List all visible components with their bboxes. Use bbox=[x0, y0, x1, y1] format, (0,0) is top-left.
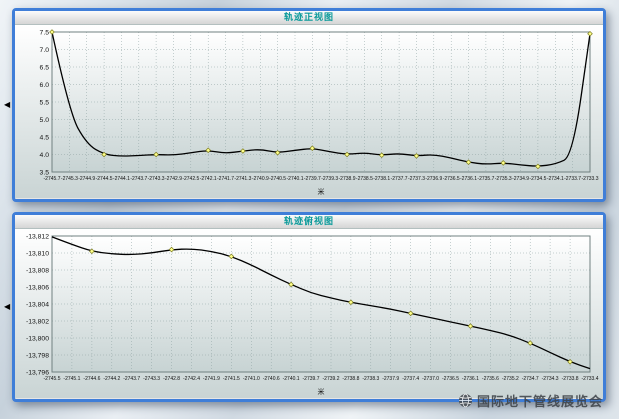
svg-text:-13,800: -13,800 bbox=[26, 335, 49, 342]
svg-text:-2743.7: -2743.7 bbox=[123, 376, 140, 382]
svg-text:-2740.1: -2740.1 bbox=[287, 176, 304, 182]
svg-text:-2741.7: -2741.7 bbox=[217, 176, 234, 182]
svg-text:-2741.3: -2741.3 bbox=[234, 176, 251, 182]
svg-text:-2739.7: -2739.7 bbox=[304, 176, 321, 182]
svg-text:-2739.3: -2739.3 bbox=[321, 176, 338, 182]
svg-text:-2737.4: -2737.4 bbox=[402, 376, 419, 382]
svg-text:-2734.1: -2734.1 bbox=[547, 176, 564, 182]
svg-text:-2736.1: -2736.1 bbox=[462, 376, 479, 382]
plan-view-window: 轨迹俯视图 -13,812 -13,810 -13,808 -13,806 -13,80… bbox=[4, 212, 606, 402]
svg-text:-2736.5: -2736.5 bbox=[442, 376, 459, 382]
svg-text:-2738.9: -2738.9 bbox=[339, 176, 356, 182]
svg-text:-2736.9: -2736.9 bbox=[425, 176, 442, 182]
svg-text:-2743.7: -2743.7 bbox=[130, 176, 147, 182]
svg-text:-2734.5: -2734.5 bbox=[529, 176, 546, 182]
svg-text:-2737.7: -2737.7 bbox=[391, 176, 408, 182]
svg-text:米: 米 bbox=[318, 187, 325, 196]
svg-text:-2737.0: -2737.0 bbox=[422, 376, 439, 382]
svg-text:-2744.9: -2744.9 bbox=[78, 176, 95, 182]
elevation-view-chart: 7.5 7.0 6.5 6.0 5.5 5.0 4.5 4.0 3.5-2745.7 -2745.… bbox=[40, 29, 599, 196]
svg-text:5.5: 5.5 bbox=[40, 99, 50, 106]
svg-text:-2742.5: -2742.5 bbox=[182, 176, 199, 182]
svg-text:米: 米 bbox=[318, 387, 325, 396]
globe-icon bbox=[458, 393, 473, 408]
svg-text:-13,808: -13,808 bbox=[26, 267, 49, 274]
svg-text:-13,806: -13,806 bbox=[26, 284, 49, 291]
svg-text:3.5: 3.5 bbox=[40, 169, 50, 176]
svg-text:-2740.5: -2740.5 bbox=[269, 176, 286, 182]
svg-text:-2741.5: -2741.5 bbox=[223, 376, 240, 382]
svg-text:-2735.7: -2735.7 bbox=[477, 176, 494, 182]
left-arrow-icon: ◀ bbox=[4, 302, 11, 311]
svg-text:-2739.7: -2739.7 bbox=[303, 376, 320, 382]
svg-text:-2735.2: -2735.2 bbox=[502, 376, 519, 382]
svg-text:-2734.3: -2734.3 bbox=[542, 376, 559, 382]
svg-text:-2741.9: -2741.9 bbox=[203, 376, 220, 382]
svg-text:-2744.1: -2744.1 bbox=[113, 176, 130, 182]
svg-text:-2738.8: -2738.8 bbox=[342, 376, 359, 382]
svg-text:-2741.0: -2741.0 bbox=[243, 376, 260, 382]
svg-text:-13,810: -13,810 bbox=[26, 250, 49, 257]
svg-text:-2745.7: -2745.7 bbox=[44, 176, 61, 182]
left-arrow-icon: ◀ bbox=[4, 100, 11, 109]
svg-text:-2742.8: -2742.8 bbox=[163, 376, 180, 382]
svg-text:-2737.3: -2737.3 bbox=[408, 176, 425, 182]
elevation-view-title: 轨迹正视图 bbox=[283, 12, 334, 22]
svg-text:-2743.3: -2743.3 bbox=[143, 376, 160, 382]
svg-text:-2745.1: -2745.1 bbox=[63, 376, 80, 382]
svg-text:-2740.6: -2740.6 bbox=[263, 376, 280, 382]
elevation-view-title-bar[interactable]: 轨迹正视图 bbox=[15, 11, 603, 25]
svg-text:-13,796: -13,796 bbox=[26, 369, 49, 376]
svg-text:-13,812: -13,812 bbox=[26, 233, 49, 240]
svg-text:-2737.9: -2737.9 bbox=[382, 376, 399, 382]
elevation-view-window: 轨迹正视图 7.5 7.0 6.5 6.0 5.5 5.0 4.5 4.0 3.5 -2745.7… bbox=[4, 8, 606, 202]
svg-text:5.0: 5.0 bbox=[40, 117, 50, 124]
svg-text:-2738.3: -2738.3 bbox=[362, 376, 379, 382]
plan-view-title-bar[interactable]: 轨迹俯视图 bbox=[15, 215, 603, 229]
svg-text:-2742.4: -2742.4 bbox=[183, 376, 200, 382]
svg-text:-2739.2: -2739.2 bbox=[323, 376, 340, 382]
svg-text:-2738.1: -2738.1 bbox=[373, 176, 390, 182]
svg-text:-2742.1: -2742.1 bbox=[200, 176, 217, 182]
elevation-view-chart-area: 7.5 7.0 6.5 6.0 5.5 5.0 4.5 4.0 3.5 -2745.7 -2745.… bbox=[15, 25, 603, 198]
svg-text:-2733.8: -2733.8 bbox=[562, 376, 579, 382]
svg-text:4.5: 4.5 bbox=[40, 134, 50, 141]
svg-text:7.0: 7.0 bbox=[40, 47, 50, 54]
svg-text:4.0: 4.0 bbox=[40, 152, 50, 159]
svg-text:6.5: 6.5 bbox=[40, 64, 50, 71]
svg-text:-2738.5: -2738.5 bbox=[356, 176, 373, 182]
svg-text:-2740.1: -2740.1 bbox=[283, 376, 300, 382]
svg-text:-2733.3: -2733.3 bbox=[582, 176, 599, 182]
svg-text:-2745.3: -2745.3 bbox=[61, 176, 78, 182]
svg-text:-2744.6: -2744.6 bbox=[83, 376, 100, 382]
svg-text:-2743.3: -2743.3 bbox=[148, 176, 165, 182]
svg-text:6.0: 6.0 bbox=[40, 82, 50, 89]
svg-text:-2740.9: -2740.9 bbox=[252, 176, 269, 182]
svg-text:-2734.7: -2734.7 bbox=[522, 376, 539, 382]
svg-text:-2733.4: -2733.4 bbox=[582, 376, 599, 382]
svg-text:-2734.9: -2734.9 bbox=[512, 176, 529, 182]
svg-text:7.5: 7.5 bbox=[40, 29, 50, 36]
svg-text:-2736.1: -2736.1 bbox=[460, 176, 477, 182]
svg-text:-2735.6: -2735.6 bbox=[482, 376, 499, 382]
svg-text:-2736.5: -2736.5 bbox=[443, 176, 460, 182]
svg-text:-2742.9: -2742.9 bbox=[165, 176, 182, 182]
watermark-text: 国际地下管线展览会 bbox=[476, 394, 603, 409]
svg-text:-2744.2: -2744.2 bbox=[103, 376, 120, 382]
plan-view-chart-area: -13,812 -13,810 -13,808 -13,806 -13,804 -13,8… bbox=[15, 229, 603, 398]
svg-text:-2735.3: -2735.3 bbox=[495, 176, 512, 182]
watermark: 国际地下管线展览会 bbox=[458, 391, 603, 410]
svg-text:-2744.5: -2744.5 bbox=[96, 176, 113, 182]
svg-text:-2745.5: -2745.5 bbox=[44, 376, 61, 382]
svg-text:-13,802: -13,802 bbox=[26, 318, 49, 325]
plan-view-chart: -13,812 -13,810 -13,808 -13,806 -13,804 -13,8… bbox=[26, 233, 599, 396]
svg-text:-13,798: -13,798 bbox=[26, 352, 49, 359]
plan-view-title: 轨迹俯视图 bbox=[283, 216, 334, 226]
svg-text:-2733.7: -2733.7 bbox=[564, 176, 581, 182]
svg-text:-13,804: -13,804 bbox=[26, 301, 49, 308]
